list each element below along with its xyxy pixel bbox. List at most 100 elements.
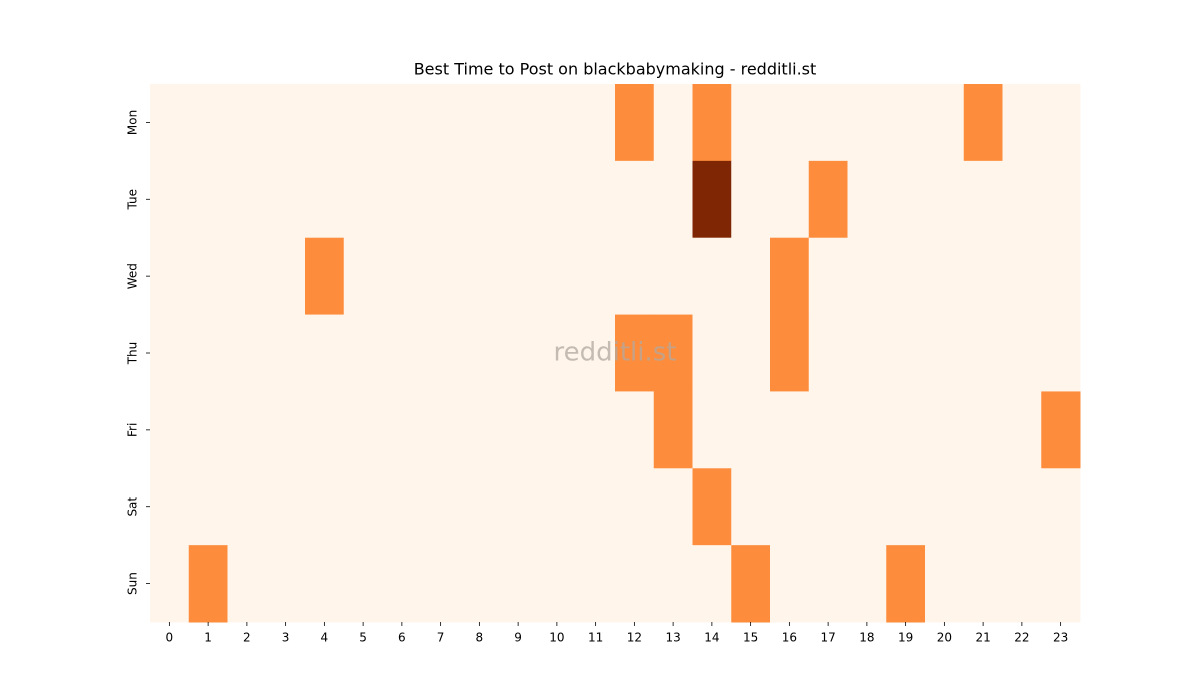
heat-cell <box>808 545 848 623</box>
heat-cell <box>460 314 500 392</box>
heat-cell <box>770 237 810 316</box>
heat-cell <box>460 391 500 469</box>
heat-cell <box>188 545 228 623</box>
heat-cell <box>1002 160 1042 239</box>
heat-cell <box>305 237 345 316</box>
heat-cell <box>305 314 345 392</box>
heat-cell <box>1041 160 1081 239</box>
heat-cell <box>576 84 616 162</box>
heat-cell <box>382 160 422 239</box>
heat-cell <box>925 391 965 469</box>
heat-cell <box>1041 237 1081 316</box>
heat-cell <box>653 84 693 162</box>
heat-cell <box>305 391 345 469</box>
x-tick-label: 17 <box>820 631 835 645</box>
x-tick-label: 3 <box>282 631 290 645</box>
x-tick-label: 8 <box>476 631 484 645</box>
y-tick-label: Mon <box>126 110 140 135</box>
x-tick-label: 5 <box>359 631 367 645</box>
heat-cell <box>770 391 810 469</box>
x-tick-label: 19 <box>898 631 913 645</box>
x-tick-label: 22 <box>1014 631 1029 645</box>
heat-cell <box>150 391 190 469</box>
heat-cell <box>498 84 538 162</box>
heat-cell <box>808 160 848 239</box>
heat-cell <box>382 545 422 623</box>
heat-cell <box>266 468 306 546</box>
heat-cell <box>886 545 926 623</box>
heat-cell <box>150 237 190 316</box>
heat-cell <box>343 391 383 469</box>
y-tick-label: Wed <box>126 263 140 289</box>
heat-cell <box>847 84 887 162</box>
heat-cell <box>266 84 306 162</box>
x-tick-label: 23 <box>1053 631 1068 645</box>
heat-cell <box>925 84 965 162</box>
heat-cell <box>847 160 887 239</box>
heat-cell <box>266 545 306 623</box>
heat-cell <box>886 468 926 546</box>
heat-cell <box>343 160 383 239</box>
heat-cell <box>731 237 771 316</box>
heat-cell <box>615 391 655 469</box>
heat-cell <box>576 237 616 316</box>
heat-cell <box>537 391 577 469</box>
heat-cell <box>576 468 616 546</box>
heat-cell <box>847 468 887 546</box>
heat-cell <box>421 391 461 469</box>
heat-cell <box>460 545 500 623</box>
heat-cell <box>227 237 267 316</box>
heat-cell <box>188 468 228 546</box>
heat-cell <box>421 545 461 623</box>
x-tick-label: 15 <box>743 631 758 645</box>
heat-cell <box>305 160 345 239</box>
heat-cell <box>925 468 965 546</box>
y-tick-label: Thu <box>126 342 140 366</box>
x-tick-label: 4 <box>321 631 329 645</box>
heat-cell <box>498 468 538 546</box>
heat-cell <box>460 468 500 546</box>
heat-cell <box>731 160 771 239</box>
heat-cell <box>150 545 190 623</box>
heat-cell <box>731 391 771 469</box>
heat-cell <box>1002 468 1042 546</box>
heat-cell <box>653 545 693 623</box>
heat-cell <box>227 314 267 392</box>
x-tick-label: 18 <box>859 631 874 645</box>
x-tick-label: 10 <box>549 631 564 645</box>
heat-cell <box>150 468 190 546</box>
heat-cell <box>1002 545 1042 623</box>
heat-cell <box>731 468 771 546</box>
heat-cell <box>808 468 848 546</box>
heat-cell <box>963 314 1003 392</box>
heat-cell <box>305 545 345 623</box>
y-tick-label: Sat <box>126 497 140 517</box>
heat-cell <box>382 468 422 546</box>
heat-cell <box>847 237 887 316</box>
heat-cell <box>576 545 616 623</box>
heat-cell <box>537 160 577 239</box>
heat-cell <box>460 237 500 316</box>
heat-cell <box>1041 314 1081 392</box>
heat-cell <box>808 237 848 316</box>
heat-cell <box>692 160 732 239</box>
heat-cell <box>227 84 267 162</box>
heat-cell <box>847 391 887 469</box>
heat-cell <box>537 314 577 392</box>
heat-cell <box>150 84 190 162</box>
x-tick-label: 7 <box>437 631 445 645</box>
heat-cell <box>925 314 965 392</box>
heat-cell <box>188 160 228 239</box>
heat-cell <box>886 391 926 469</box>
heat-cell <box>188 237 228 316</box>
heat-cell <box>188 391 228 469</box>
heat-cell <box>653 160 693 239</box>
heat-cell <box>770 468 810 546</box>
heat-cell <box>498 237 538 316</box>
heat-cell <box>1002 84 1042 162</box>
heat-cell <box>266 160 306 239</box>
x-tick-label: 0 <box>166 631 174 645</box>
heat-cell <box>847 545 887 623</box>
heat-cell <box>847 314 887 392</box>
y-tick-label: Fri <box>126 423 140 437</box>
